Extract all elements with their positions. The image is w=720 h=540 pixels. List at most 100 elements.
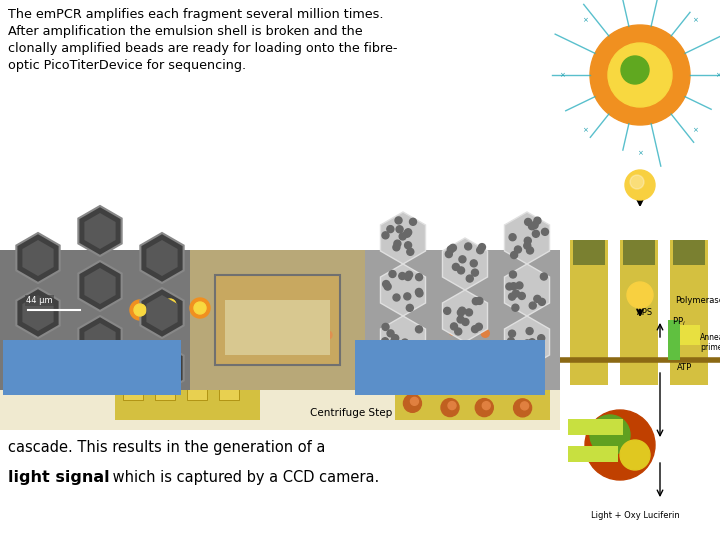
Circle shape xyxy=(396,226,403,233)
Circle shape xyxy=(512,359,530,376)
FancyBboxPatch shape xyxy=(568,419,623,435)
Circle shape xyxy=(528,339,536,346)
Circle shape xyxy=(405,273,411,280)
Circle shape xyxy=(532,230,539,237)
Circle shape xyxy=(401,339,408,346)
Circle shape xyxy=(450,348,457,355)
Circle shape xyxy=(451,323,457,330)
Circle shape xyxy=(393,244,400,251)
Circle shape xyxy=(391,338,398,345)
Circle shape xyxy=(528,355,536,362)
Circle shape xyxy=(620,440,650,470)
Text: Centrifuge Step: Centrifuge Step xyxy=(310,408,392,418)
Text: ×: × xyxy=(692,17,698,23)
FancyBboxPatch shape xyxy=(3,340,181,395)
Circle shape xyxy=(416,329,424,337)
FancyBboxPatch shape xyxy=(355,340,545,395)
Circle shape xyxy=(516,329,524,337)
Circle shape xyxy=(384,283,391,290)
Circle shape xyxy=(625,170,655,200)
Circle shape xyxy=(454,359,462,366)
Circle shape xyxy=(382,323,389,330)
Text: ATP: ATP xyxy=(678,363,693,372)
FancyBboxPatch shape xyxy=(365,250,560,390)
Text: Load Enzyme
Beads: Load Enzyme Beads xyxy=(295,303,372,326)
Circle shape xyxy=(508,338,515,345)
Circle shape xyxy=(404,293,411,300)
Circle shape xyxy=(460,369,467,376)
Circle shape xyxy=(409,356,416,363)
Circle shape xyxy=(440,361,458,379)
Circle shape xyxy=(627,282,653,308)
Circle shape xyxy=(474,326,492,345)
Circle shape xyxy=(510,271,516,278)
Circle shape xyxy=(534,295,541,302)
Circle shape xyxy=(389,271,396,278)
Text: MMMM/N=2 frames 1:00, 10 μm 157M8: MMMM/N=2 frames 1:00, 10 μm 157M8 xyxy=(4,381,102,386)
FancyBboxPatch shape xyxy=(573,240,605,265)
FancyBboxPatch shape xyxy=(225,300,330,355)
Circle shape xyxy=(448,402,456,409)
Circle shape xyxy=(481,329,490,338)
Text: Luciferin: Luciferin xyxy=(572,449,605,458)
Circle shape xyxy=(382,338,389,345)
Circle shape xyxy=(525,219,531,225)
FancyBboxPatch shape xyxy=(187,320,207,355)
Circle shape xyxy=(459,344,491,376)
Text: cascade. This results in the generation of a: cascade. This results in the generation … xyxy=(8,440,325,455)
Circle shape xyxy=(518,361,526,369)
Text: ×: × xyxy=(637,150,643,156)
Circle shape xyxy=(608,43,672,107)
Circle shape xyxy=(474,359,492,376)
FancyBboxPatch shape xyxy=(623,240,655,265)
Text: 44 μm: 44 μm xyxy=(26,296,53,305)
Circle shape xyxy=(479,244,485,251)
Circle shape xyxy=(413,363,420,370)
Circle shape xyxy=(382,232,389,239)
FancyBboxPatch shape xyxy=(187,365,207,400)
FancyBboxPatch shape xyxy=(219,365,239,400)
Text: Polymerase: Polymerase xyxy=(675,296,720,305)
Circle shape xyxy=(410,218,416,225)
Circle shape xyxy=(459,256,466,263)
Circle shape xyxy=(506,283,513,290)
Circle shape xyxy=(130,300,150,320)
Circle shape xyxy=(621,56,649,84)
Circle shape xyxy=(508,293,516,300)
Text: 150 micron ~ Tip of
a human hair: 150 micron ~ Tip of a human hair xyxy=(27,354,157,381)
Circle shape xyxy=(509,234,516,241)
FancyBboxPatch shape xyxy=(560,0,720,155)
Circle shape xyxy=(513,399,531,417)
Circle shape xyxy=(387,352,393,359)
Circle shape xyxy=(472,269,479,276)
Circle shape xyxy=(523,340,531,347)
Circle shape xyxy=(387,226,394,233)
Circle shape xyxy=(458,366,465,373)
Text: ×: × xyxy=(559,72,565,78)
Circle shape xyxy=(406,305,413,312)
Circle shape xyxy=(405,229,412,236)
Text: Load beads into
PicoTiter™Plate: Load beads into PicoTiter™Plate xyxy=(8,308,86,330)
Circle shape xyxy=(446,364,454,372)
Circle shape xyxy=(482,362,490,369)
Circle shape xyxy=(404,230,410,237)
Circle shape xyxy=(462,319,469,326)
Text: ×: × xyxy=(582,17,588,23)
FancyBboxPatch shape xyxy=(570,240,608,385)
Circle shape xyxy=(415,288,423,295)
Circle shape xyxy=(527,341,534,348)
Circle shape xyxy=(455,328,462,335)
Circle shape xyxy=(410,397,418,406)
Circle shape xyxy=(466,309,472,316)
Circle shape xyxy=(472,326,479,333)
Circle shape xyxy=(405,360,423,377)
Circle shape xyxy=(466,348,473,355)
Circle shape xyxy=(387,330,394,337)
Circle shape xyxy=(516,282,523,289)
Circle shape xyxy=(449,327,457,335)
Circle shape xyxy=(394,240,401,247)
Circle shape xyxy=(409,350,416,357)
Circle shape xyxy=(539,299,545,306)
Circle shape xyxy=(416,290,423,297)
Circle shape xyxy=(531,221,538,228)
